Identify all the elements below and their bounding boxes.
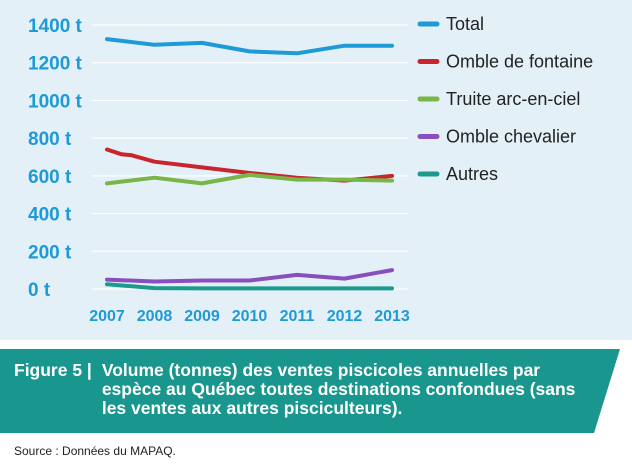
legend-label: Omble de fontaine [446, 52, 593, 72]
x-tick-label: 2013 [374, 308, 410, 325]
y-tick-label: 800 t [28, 129, 72, 150]
y-tick-label: 200 t [28, 242, 72, 263]
legend-label: Total [446, 14, 484, 34]
chart-area: 0 t 200 t 400 t 600 t 800 t 1000 t 1200 t 1400 … [0, 0, 632, 340]
caption-label: Figure 5 | [14, 360, 92, 380]
x-tick-label: 2012 [327, 308, 363, 325]
caption-body: Volume (tonnes) des ventes piscicoles an… [101, 360, 576, 418]
legend-label: Autres [446, 164, 498, 184]
y-tick-label: 1400 t [28, 16, 83, 37]
line-chart: 0 t 200 t 400 t 600 t 800 t 1000 t 1200 t 1400 … [28, 14, 593, 325]
series-line [105, 37, 394, 56]
x-tick-label: 2011 [280, 308, 315, 325]
caption-background [0, 349, 620, 433]
source-note: Source : Données du MAPAQ. [14, 444, 176, 458]
x-tick-label: 2009 [184, 308, 220, 325]
y-tick-label: 1000 t [28, 91, 83, 112]
series-line [105, 282, 394, 291]
legend-label: Truite arc-en-ciel [446, 89, 580, 109]
y-tick-label: 0 t [28, 280, 51, 301]
series-line [105, 172, 394, 186]
y-tick-label: 400 t [28, 205, 72, 226]
y-tick-label: 1200 t [28, 54, 83, 75]
caption-text-block: Figure 5 | Volume (tonnes) des ventes pi… [14, 361, 604, 418]
x-tick-label: 2010 [232, 308, 268, 325]
y-tick-label: 600 t [28, 167, 72, 188]
x-tick-label: 2008 [137, 308, 173, 325]
figure-caption: Figure 5 | Volume (tonnes) des ventes pi… [0, 349, 632, 433]
series-line [105, 268, 394, 284]
x-tick-label: 2007 [89, 308, 125, 325]
legend-label: Omble chevalier [446, 127, 576, 147]
